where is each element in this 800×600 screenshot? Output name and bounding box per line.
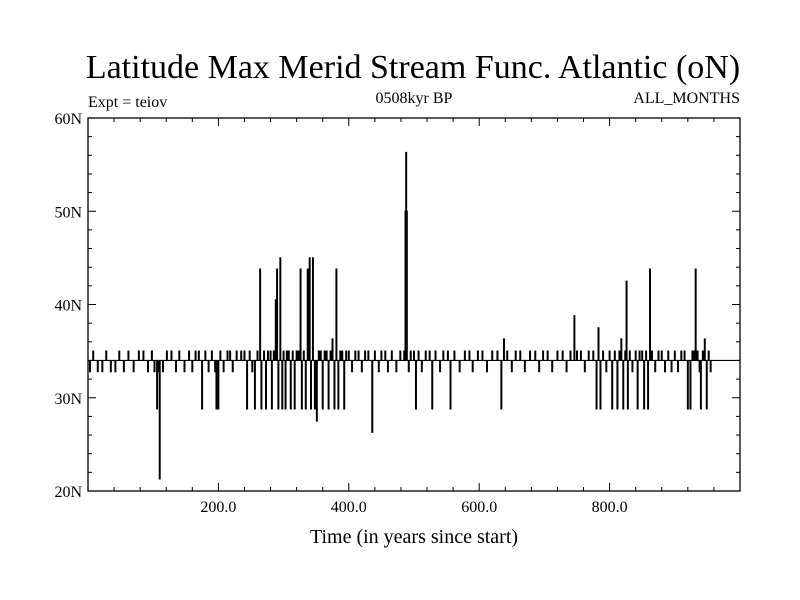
x-tick-label: 800.0: [592, 499, 628, 516]
y-tick-label: 60N: [54, 111, 82, 128]
plot-frame: [87, 117, 741, 492]
period-label: 0508kyr BP: [376, 90, 453, 107]
series-line: [88, 151, 740, 480]
series-group: [88, 151, 740, 480]
months-label: ALL_MONTHS: [633, 90, 740, 107]
chart-title: Latitude Max Merid Stream Func. Atlantic…: [86, 49, 740, 86]
y-tick-label: 30N: [54, 391, 82, 408]
x-axis-label: Time (in years since start): [310, 526, 518, 548]
y-tick-label: 40N: [54, 298, 82, 315]
x-tick-label: 200.0: [200, 499, 236, 516]
y-tick-label: 50N: [54, 204, 82, 221]
y-tick-label: 20N: [54, 484, 82, 501]
x-tick-label: 400.0: [331, 499, 367, 516]
experiment-label: Expt = teiov: [88, 94, 167, 111]
x-tick-label: 600.0: [461, 499, 497, 516]
axes: 20N 30N 40N 50N 60N 200.0 400.0 600.0 800.0: [54, 111, 740, 516]
